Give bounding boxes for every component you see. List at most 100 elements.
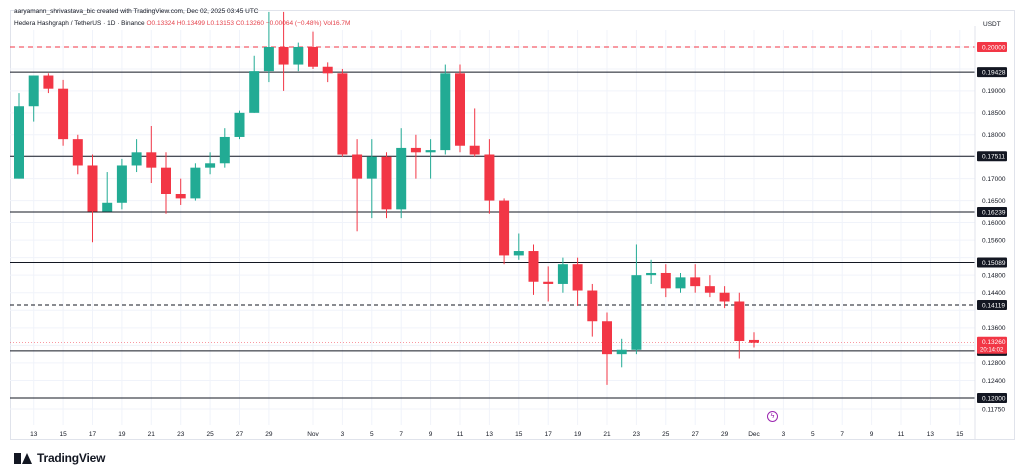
- y-tick-label: 0.12400: [982, 378, 1006, 385]
- candle-body: [425, 150, 436, 153]
- tradingview-logo-icon: [14, 452, 32, 464]
- y-tick-label: 0.19000: [982, 88, 1006, 95]
- candle-body: [161, 167, 171, 194]
- candle-body: [87, 165, 98, 212]
- x-tick-label: 5: [811, 431, 815, 438]
- y-tick-label: 0.16000: [982, 220, 1006, 227]
- x-tick-label: 7: [399, 431, 403, 438]
- x-tick-label: 11: [457, 431, 464, 438]
- x-tick-label: 29: [265, 431, 273, 438]
- candle-body: [308, 47, 318, 67]
- x-tick-label: 15: [956, 431, 964, 438]
- candle-body: [749, 339, 759, 343]
- candle-body: [146, 152, 157, 168]
- level-label: 0.17511: [982, 154, 1005, 161]
- x-tick-label: Dec: [748, 431, 760, 438]
- tradingview-brand: TradingView: [14, 451, 105, 465]
- candle-body: [528, 251, 539, 282]
- countdown-label: 20:14:02: [980, 348, 1004, 354]
- x-tick-label: 25: [662, 431, 670, 438]
- x-tick-label: 17: [89, 431, 97, 438]
- level-label: 0.15089: [982, 260, 1006, 267]
- last-price-label: 0.13260: [982, 339, 1006, 346]
- x-tick-label: 9: [870, 431, 874, 438]
- x-tick-label: 27: [692, 431, 700, 438]
- level-label-box: [977, 207, 1007, 218]
- candle-body: [43, 75, 54, 89]
- x-tick-label: 29: [721, 431, 729, 438]
- lightning-icon[interactable]: ϟ: [767, 411, 778, 422]
- candle-body: [396, 147, 407, 210]
- y-tick-label: 0.18500: [982, 110, 1006, 117]
- x-tick-label: Nov: [307, 431, 319, 438]
- level-label-box: [977, 393, 1007, 404]
- candle-body: [293, 47, 304, 65]
- candle-body: [116, 165, 127, 203]
- candle-body: [557, 264, 568, 284]
- candle-body: [366, 156, 377, 179]
- candle-body: [175, 193, 186, 199]
- candle-body: [337, 73, 348, 155]
- candle-body: [616, 349, 627, 355]
- currency-label[interactable]: USDT: [983, 21, 1001, 28]
- candle-body: [734, 301, 745, 341]
- candle-body: [690, 277, 701, 287]
- x-tick-label: 21: [148, 431, 156, 438]
- candle-body: [102, 202, 113, 212]
- candle-body: [704, 286, 715, 293]
- candle-body: [14, 106, 24, 179]
- x-tick-label: 15: [515, 431, 523, 438]
- x-tick-label: 5: [370, 431, 374, 438]
- candle-body: [28, 75, 39, 107]
- x-tick-label: 27: [236, 431, 244, 438]
- brand-name: TradingView: [37, 451, 106, 465]
- level-label: 0.16239: [982, 209, 1006, 216]
- x-tick-label: 15: [59, 431, 67, 438]
- candle-body: [572, 264, 583, 291]
- x-tick-label: 21: [603, 431, 611, 438]
- candle-body: [72, 139, 83, 166]
- ohlc-high: H0.13499: [176, 20, 206, 27]
- candle-body: [249, 71, 260, 113]
- candle-body: [410, 147, 421, 153]
- level-label: 0.12000: [982, 395, 1006, 402]
- x-tick-label: 23: [177, 431, 185, 438]
- candle-body: [440, 73, 451, 151]
- x-tick-label: 19: [118, 431, 126, 438]
- y-tick-label: 0.12800: [982, 360, 1006, 367]
- level-label: 0.20000: [982, 44, 1006, 51]
- y-tick-label: 0.17000: [982, 176, 1006, 183]
- candle-body: [263, 47, 274, 72]
- y-tick-label: 0.15600: [982, 237, 1006, 244]
- candle-body: [484, 154, 495, 201]
- y-tick-label: 0.11750: [982, 406, 1005, 413]
- level-label: 0.19428: [982, 69, 1006, 76]
- x-tick-label: 25: [206, 431, 214, 438]
- symbol-header: Hedera Hashgraph / TetherUS · 1D · Binan…: [14, 20, 350, 27]
- y-tick-label: 0.18000: [982, 132, 1006, 139]
- candle-body: [675, 277, 686, 289]
- y-tick-label: 0.16500: [982, 198, 1006, 205]
- volume-value: Vol16.7M: [323, 20, 351, 27]
- x-tick-label: 9: [429, 431, 433, 438]
- x-tick-label: 11: [898, 431, 905, 438]
- last-price-box: [977, 336, 1007, 354]
- x-tick-label: 3: [341, 431, 345, 438]
- candle-body: [205, 163, 216, 168]
- candle-body: [455, 73, 465, 146]
- ohlc-open: O0.13324: [146, 20, 176, 27]
- y-tick-label: 0.14800: [982, 272, 1006, 279]
- x-tick-label: 7: [840, 431, 844, 438]
- symbol-name[interactable]: Hedera Hashgraph / TetherUS · 1D · Binan…: [14, 20, 145, 27]
- x-tick-label: 13: [30, 431, 38, 438]
- y-tick-label: 0.13600: [982, 325, 1006, 332]
- x-tick-label: 13: [927, 431, 935, 438]
- candle-body: [381, 156, 392, 210]
- candle-body: [646, 272, 657, 276]
- candle-body: [278, 47, 289, 65]
- candle-body: [513, 251, 524, 256]
- level-label-box: [977, 67, 1007, 78]
- level-label-box: [977, 300, 1007, 311]
- x-tick-label: 13: [486, 431, 494, 438]
